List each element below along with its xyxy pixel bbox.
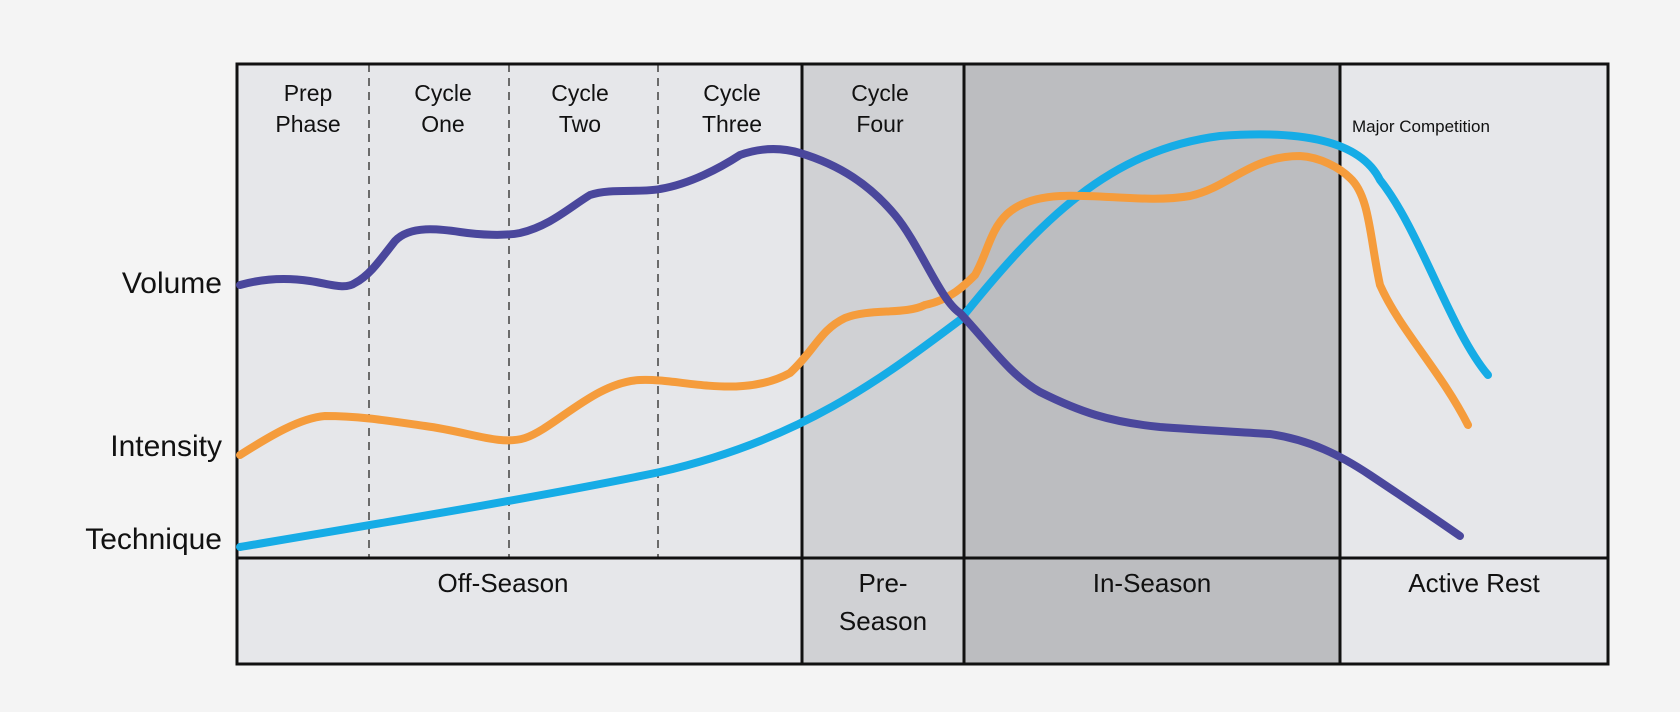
technique-label: Technique <box>85 523 222 556</box>
pre-season-label-line2: Season <box>839 606 927 636</box>
cycle-three-label-line1: Cycle <box>703 80 761 106</box>
volume-curve <box>236 145 1464 540</box>
prep-phase-label-line1: Prep <box>284 80 333 106</box>
cycle-two-label-line1: Cycle <box>551 80 609 106</box>
pre-season-label-line1: Pre- <box>858 568 907 598</box>
cycle-three-label-line2: Three <box>702 111 762 137</box>
cycle-two-label-line2: Two <box>559 111 601 137</box>
technique-curve <box>236 130 1492 551</box>
cycle-one-label-line1: Cycle <box>414 80 472 106</box>
in-season-label: In-Season <box>1093 568 1212 598</box>
major-competition-label: Major Competition <box>1352 117 1490 136</box>
off-season-panel <box>237 64 802 664</box>
cycle-four-label-line1: Cycle <box>851 80 909 106</box>
in-season-panel <box>964 64 1340 664</box>
cycle-one-label-line2: One <box>421 111 464 137</box>
frame <box>235 62 1610 666</box>
cycle-four-label-line2: Four <box>856 111 904 137</box>
volume-label: Volume <box>122 267 222 300</box>
active-rest-panel <box>1340 64 1608 664</box>
off-season-label: Off-Season <box>437 568 568 598</box>
outer-border <box>235 62 1610 666</box>
intensity-label: Intensity <box>110 430 222 463</box>
intensity-curve <box>236 151 1472 459</box>
active-rest-label: Active Rest <box>1408 568 1540 598</box>
prep-phase-label-line2: Phase <box>275 111 340 137</box>
